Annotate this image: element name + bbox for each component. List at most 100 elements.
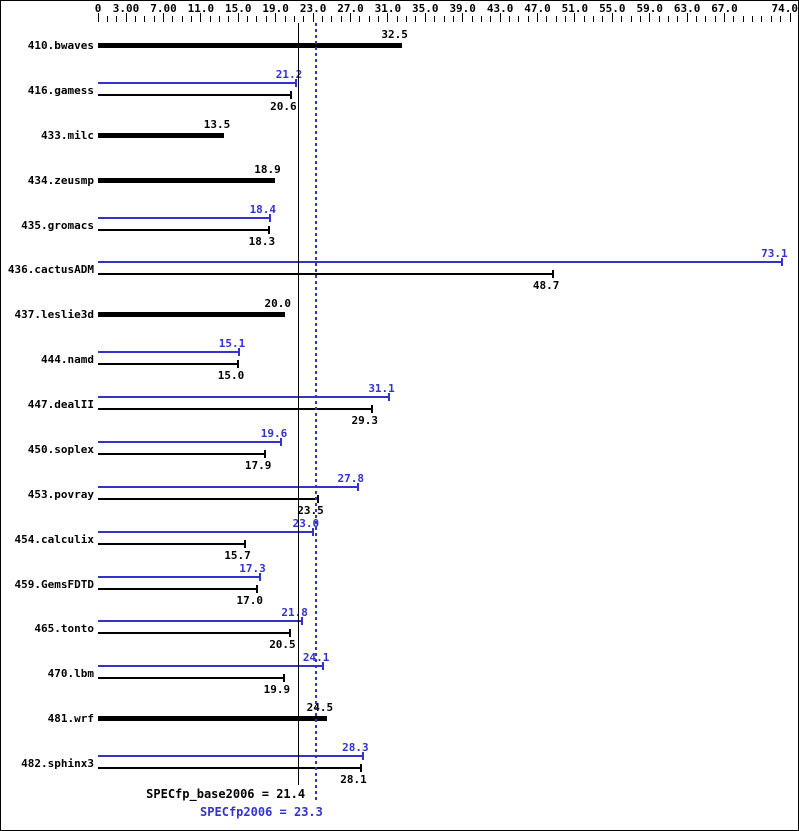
benchmark-label: 453.povray bbox=[27, 487, 94, 501]
peak-bar bbox=[98, 665, 324, 668]
axis-tick-label: 19.0 bbox=[262, 2, 289, 15]
axis-major-tick bbox=[574, 13, 576, 22]
axis-minor-tick bbox=[742, 16, 744, 22]
peak-bar-endcap bbox=[780, 258, 783, 267]
axis-minor-tick bbox=[359, 16, 361, 22]
benchmark-label: 470.lbm bbox=[47, 667, 94, 681]
base-value-label: 29.3 bbox=[351, 414, 378, 427]
base-mean-reference-line bbox=[297, 23, 299, 785]
peak-value-label: 17.3 bbox=[239, 561, 266, 575]
peak-bar bbox=[98, 485, 358, 488]
axis-minor-tick bbox=[368, 16, 370, 22]
axis-major-tick bbox=[237, 13, 239, 22]
base-bar-endcap bbox=[237, 360, 240, 369]
axis-major-tick bbox=[97, 13, 99, 22]
base-value-label: 13.5 bbox=[203, 117, 231, 131]
base-value-label: 17.9 bbox=[244, 458, 272, 472]
axis-minor-tick bbox=[340, 16, 342, 22]
axis-minor-tick bbox=[602, 16, 604, 22]
base-value-label: 15.7 bbox=[224, 548, 251, 562]
peak-bar-endcap bbox=[322, 662, 325, 671]
axis-major-tick bbox=[349, 13, 351, 22]
axis-minor-tick bbox=[639, 16, 641, 22]
benchmark-label: 465.tonto bbox=[34, 622, 94, 636]
axis-tick-label: 59.0 bbox=[636, 2, 663, 15]
peak-value-label: 23.0 bbox=[292, 516, 320, 530]
peak-bar-endcap bbox=[312, 527, 315, 536]
axis-minor-tick bbox=[508, 16, 510, 22]
axis-minor-tick bbox=[284, 16, 286, 22]
axis-minor-tick bbox=[695, 16, 697, 22]
peak-value-label: 73.1 bbox=[761, 247, 788, 261]
peak-value-label: 28.3 bbox=[342, 741, 369, 754]
axis-major-tick bbox=[537, 13, 538, 22]
base-value-label: 23.5 bbox=[297, 503, 324, 517]
peak-value-label: 18.4 bbox=[249, 202, 277, 216]
axis-tick-label: 67.0 bbox=[711, 2, 738, 15]
axis-minor-tick bbox=[331, 16, 333, 22]
axis-tick-label: 15.0 bbox=[225, 2, 252, 15]
benchmark-label: 435.gromacs bbox=[21, 218, 94, 232]
benchmark-label: 434.zeusmp bbox=[27, 173, 94, 187]
axis-minor-tick bbox=[677, 16, 679, 22]
base-bar bbox=[98, 177, 275, 183]
base-value-label: 17.0 bbox=[236, 593, 263, 607]
axis-minor-tick bbox=[191, 16, 192, 22]
base-bar bbox=[98, 363, 239, 366]
peak-bar-endcap bbox=[238, 348, 241, 357]
axis-tick-label: 51.0 bbox=[561, 2, 589, 15]
peak-bar bbox=[98, 530, 314, 533]
base-bar bbox=[98, 43, 402, 48]
benchmark-label: 436.cactusADM bbox=[7, 263, 94, 277]
base-value-label: 24.5 bbox=[306, 701, 334, 715]
axis-minor-tick bbox=[378, 16, 380, 22]
base-bar-endcap bbox=[370, 405, 373, 413]
peak-bar bbox=[98, 620, 302, 623]
axis-major-tick bbox=[312, 13, 314, 22]
axis-major-tick bbox=[649, 13, 651, 22]
axis-major-tick bbox=[162, 13, 164, 22]
axis-tick-label: 35.0 bbox=[412, 2, 439, 15]
axis-major-tick bbox=[499, 13, 501, 22]
axis-major-tick bbox=[200, 13, 202, 22]
axis-minor-tick bbox=[770, 16, 772, 22]
base-bar bbox=[98, 767, 361, 769]
benchmark-label: 410.bwaves bbox=[27, 39, 94, 52]
axis-tick-label: 27.0 bbox=[337, 2, 364, 15]
axis-tick-label: 3.00 bbox=[112, 2, 140, 15]
benchmark-label: 481.wrf bbox=[47, 712, 94, 726]
axis-major-tick bbox=[462, 13, 464, 22]
axis-minor-tick bbox=[593, 16, 595, 22]
peak-bar-endcap bbox=[387, 393, 390, 401]
peak-mean-label: SPECfp2006 = 23.3 bbox=[200, 805, 323, 819]
axis-major-tick bbox=[789, 13, 791, 22]
peak-bar bbox=[98, 755, 363, 757]
axis-tick-label: 11.0 bbox=[187, 2, 215, 15]
axis-minor-tick bbox=[293, 16, 295, 22]
axis-minor-tick bbox=[471, 16, 473, 22]
axis-minor-tick bbox=[752, 16, 754, 22]
base-bar bbox=[98, 497, 318, 500]
axis-minor-tick bbox=[256, 16, 258, 22]
axis-major-tick bbox=[125, 13, 127, 22]
axis-minor-tick bbox=[621, 16, 623, 22]
peak-bar-endcap bbox=[295, 78, 298, 87]
base-value-label: 20.0 bbox=[264, 297, 292, 311]
base-bar-endcap bbox=[283, 674, 286, 683]
peak-bar-endcap bbox=[258, 572, 261, 581]
axis-minor-tick bbox=[116, 16, 118, 22]
base-bar bbox=[98, 542, 245, 545]
peak-value-label: 19.6 bbox=[260, 426, 288, 440]
base-bar-endcap bbox=[316, 494, 319, 503]
base-mean-label: SPECfp_base2006 = 21.4 bbox=[146, 787, 306, 801]
peak-bar bbox=[98, 396, 389, 398]
axis-minor-tick bbox=[583, 16, 585, 22]
axis-minor-tick bbox=[761, 16, 763, 22]
base-bar-endcap bbox=[288, 629, 291, 638]
axis-minor-tick bbox=[181, 16, 183, 22]
axis-minor-tick bbox=[733, 16, 735, 22]
peak-bar bbox=[98, 351, 240, 354]
peak-bar-endcap bbox=[269, 213, 272, 222]
